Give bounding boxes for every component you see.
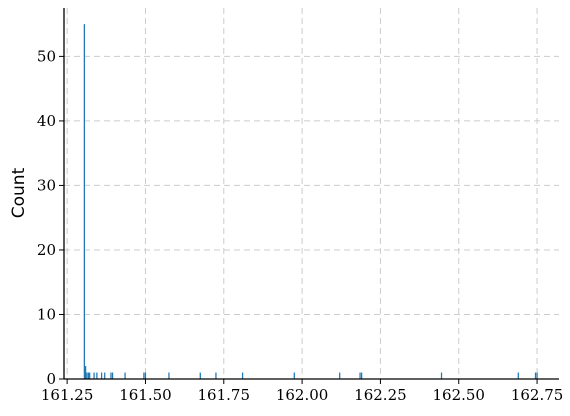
x-tick-label: 161.25 bbox=[41, 386, 94, 404]
histogram-bar bbox=[87, 372, 90, 379]
histogram-bar bbox=[199, 372, 201, 379]
histogram-bars bbox=[83, 24, 538, 380]
y-tick-label: 30 bbox=[37, 176, 56, 194]
y-axis-ticks: 0 10 20 30 40 50 bbox=[37, 47, 64, 388]
histogram-bar bbox=[359, 372, 361, 379]
histogram-bar bbox=[104, 372, 106, 379]
histogram-bar bbox=[440, 372, 443, 379]
y-tick-label: 50 bbox=[37, 47, 56, 65]
histogram-bar bbox=[144, 372, 147, 379]
histogram-bar bbox=[241, 372, 244, 379]
histogram-bar bbox=[215, 372, 217, 379]
histogram-bar bbox=[86, 372, 88, 379]
histogram-bar bbox=[534, 372, 537, 379]
x-tick-label: 162.75 bbox=[511, 386, 564, 404]
y-tick-label: 10 bbox=[37, 305, 56, 323]
histogram-bar bbox=[124, 372, 126, 379]
x-tick-label: 162.25 bbox=[354, 386, 407, 404]
histogram-bar bbox=[293, 372, 295, 379]
x-tick-label: 161.75 bbox=[198, 386, 251, 404]
y-tick-label: 0 bbox=[46, 370, 56, 388]
histogram-bar bbox=[143, 372, 145, 379]
histogram-bar bbox=[83, 24, 85, 380]
y-tick-label: 40 bbox=[37, 112, 56, 130]
axes bbox=[63, 8, 559, 380]
x-tick-label: 162.00 bbox=[276, 386, 329, 404]
histogram-bar bbox=[93, 372, 95, 379]
histogram-bar bbox=[339, 372, 341, 379]
histogram-bar bbox=[361, 372, 363, 379]
histogram-bar bbox=[536, 372, 538, 379]
histogram-bar bbox=[96, 372, 98, 379]
x-axis-ticks: 161.25 161.50 161.75 162.00 162.25 162.50 162.… bbox=[41, 379, 563, 404]
histogram-bar bbox=[89, 372, 91, 379]
y-tick-label: 20 bbox=[37, 241, 56, 259]
histogram-bar bbox=[110, 372, 112, 379]
grid-lines bbox=[64, 8, 559, 379]
histogram-bar bbox=[517, 372, 519, 379]
x-tick-label: 161.50 bbox=[119, 386, 172, 404]
histogram-bar bbox=[168, 372, 170, 379]
histogram-bar bbox=[84, 366, 87, 379]
x-tick-label: 162.50 bbox=[432, 386, 485, 404]
histogram-bar bbox=[111, 372, 114, 379]
y-axis-label: Count bbox=[9, 167, 29, 218]
histogram-bar bbox=[100, 372, 103, 379]
